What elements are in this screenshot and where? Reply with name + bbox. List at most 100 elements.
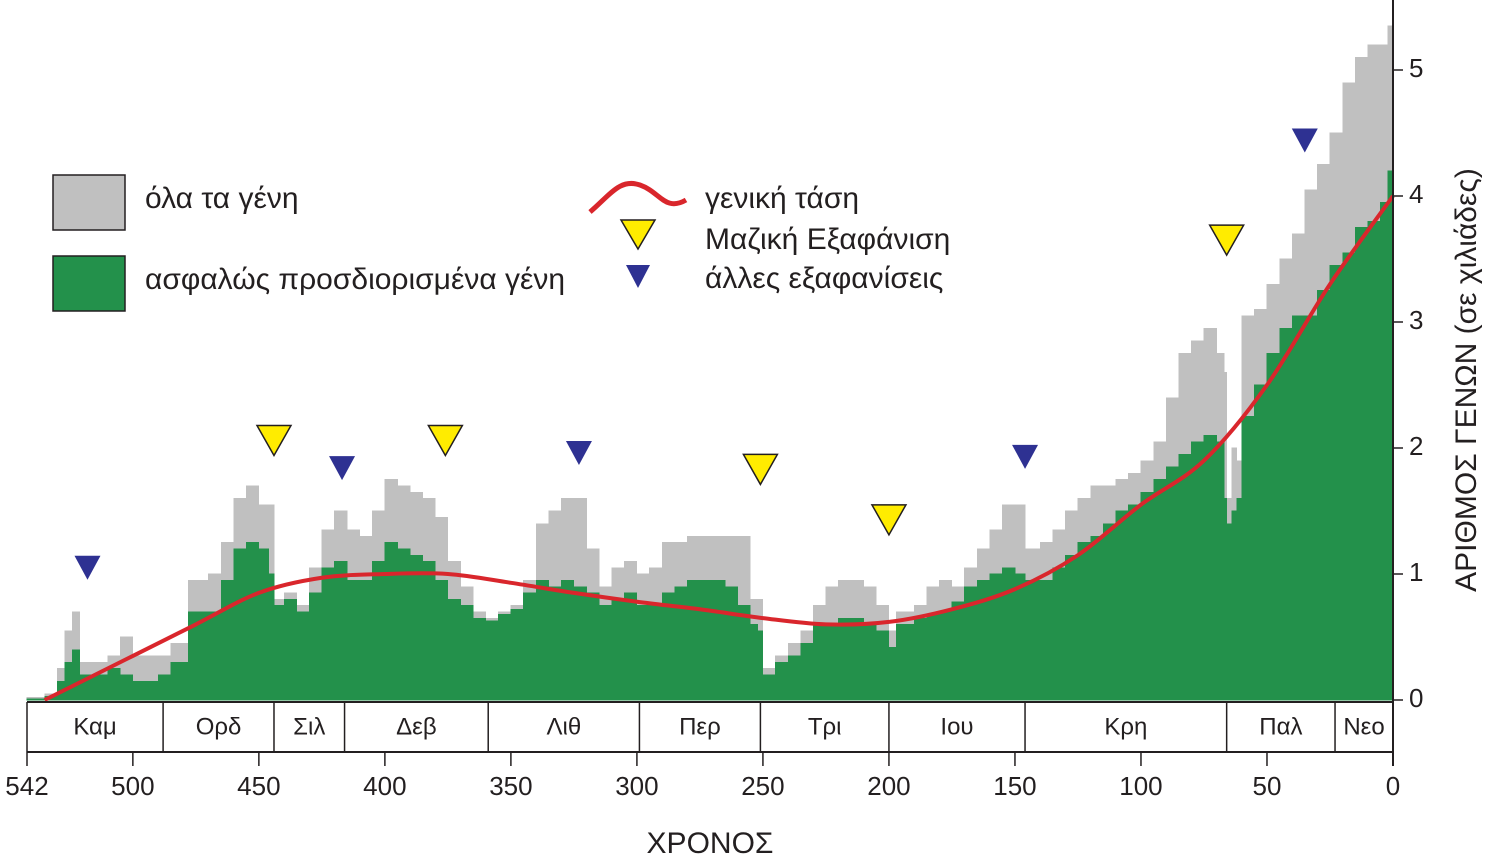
- legend-label: όλα τα γένη: [145, 182, 299, 215]
- period-label: Ιου: [940, 713, 973, 740]
- area-step: [926, 614, 940, 701]
- area-step: [896, 624, 915, 701]
- x-tick-label: 400: [363, 771, 406, 801]
- x-tick-label: 450: [237, 771, 280, 801]
- x-axis-title: ΧΡΟΝΟΣ: [647, 827, 774, 859]
- area-step: [1236, 498, 1243, 701]
- x-tick-label: 100: [1119, 771, 1162, 801]
- period-label: Κρη: [1104, 713, 1147, 740]
- area-step: [787, 655, 802, 701]
- legend: όλα τα γένη ασφαλώς προσδιορισμένα γένη …: [52, 174, 950, 312]
- area-step: [1329, 264, 1343, 701]
- period-label: Παλ: [1259, 713, 1302, 740]
- extinction-marker: [427, 424, 464, 457]
- period-label: Λιθ: [546, 713, 581, 740]
- y-tick-label: 3: [1409, 305, 1423, 335]
- area-step: [1178, 453, 1192, 701]
- area-step: [1317, 290, 1331, 701]
- period-label: Περ: [679, 713, 721, 740]
- area-step: [371, 561, 386, 701]
- area-step: [775, 661, 789, 701]
- area-step: [497, 614, 512, 701]
- area-step: [838, 617, 852, 701]
- area-step: [26, 698, 45, 701]
- area-step: [1223, 498, 1227, 701]
- extinction-marker: [742, 453, 779, 486]
- area-step: [1140, 491, 1154, 701]
- area-step: [1002, 567, 1016, 701]
- area-step: [674, 586, 688, 701]
- area-step: [1231, 510, 1238, 701]
- area-step: [359, 579, 373, 701]
- x-tick-label: 500: [111, 771, 154, 801]
- area-step: [334, 561, 348, 701]
- area-step: [1153, 479, 1167, 701]
- area-step: [94, 674, 108, 701]
- x-tick-label: 250: [741, 771, 784, 801]
- area-step: [737, 605, 751, 701]
- area-step: [1367, 220, 1381, 701]
- y-tick-label: 1: [1409, 557, 1423, 587]
- area-step: [245, 542, 260, 701]
- area-step: [485, 620, 499, 701]
- extinction-marker: [1291, 128, 1318, 153]
- area-step: [1226, 523, 1233, 701]
- area-step: [687, 579, 701, 701]
- area-step: [434, 579, 449, 701]
- legend-swatch: [52, 255, 126, 312]
- legend-label: γενική τάση: [705, 182, 859, 215]
- area-step: [913, 617, 928, 701]
- area-step: [649, 605, 663, 701]
- area-step: [800, 642, 814, 701]
- area-step: [825, 624, 839, 701]
- period-label: Τρι: [808, 713, 842, 740]
- area-step: [1279, 327, 1293, 701]
- extinction-marker: [255, 424, 293, 457]
- area-step: [1216, 441, 1225, 701]
- area-step: [1291, 315, 1306, 701]
- area-step: [757, 630, 764, 701]
- y-tick-label: 2: [1409, 431, 1423, 461]
- period-label: Δεβ: [396, 713, 437, 740]
- area-step: [119, 674, 134, 701]
- area-step: [268, 573, 275, 701]
- x-tick-label: 50: [1253, 771, 1282, 801]
- legend-label-box: ασφαλώς προσδιορισμένα γένη: [145, 263, 565, 296]
- area-step: [888, 646, 897, 701]
- area-step: [170, 661, 189, 701]
- area-step: [1354, 227, 1369, 701]
- area-step: [573, 586, 587, 701]
- area-step: [561, 579, 575, 701]
- area-step: [510, 608, 524, 701]
- area-step: [611, 598, 625, 701]
- legend-swatch: [52, 174, 126, 231]
- x-tick-label: 300: [615, 771, 658, 801]
- area-step: [283, 598, 297, 701]
- area-step: [535, 579, 550, 701]
- extinction-marker: [1012, 444, 1039, 469]
- area-step: [296, 611, 310, 701]
- area-step: [1165, 466, 1180, 701]
- area-step: [850, 617, 865, 701]
- area-step: [273, 605, 285, 701]
- area-step: [951, 601, 965, 701]
- area-step: [1024, 579, 1041, 701]
- area-step: [724, 586, 739, 701]
- area-step: [1203, 435, 1217, 701]
- x-tick-label: 150: [993, 771, 1036, 801]
- area-step: [409, 554, 423, 701]
- area-step: [1052, 567, 1066, 701]
- area-step: [157, 674, 171, 701]
- legend-label: άλλες εξαφανίσεις: [705, 262, 943, 295]
- area-step: [1077, 542, 1091, 701]
- area-step: [258, 548, 270, 701]
- x-tick-label: 200: [867, 771, 910, 801]
- area-step: [1115, 510, 1129, 701]
- y-tick-label: 4: [1409, 179, 1423, 209]
- area-step: [624, 592, 638, 701]
- period-label: Σιλ: [293, 713, 325, 740]
- extinction-marker: [565, 441, 592, 466]
- area-step: [1039, 579, 1054, 701]
